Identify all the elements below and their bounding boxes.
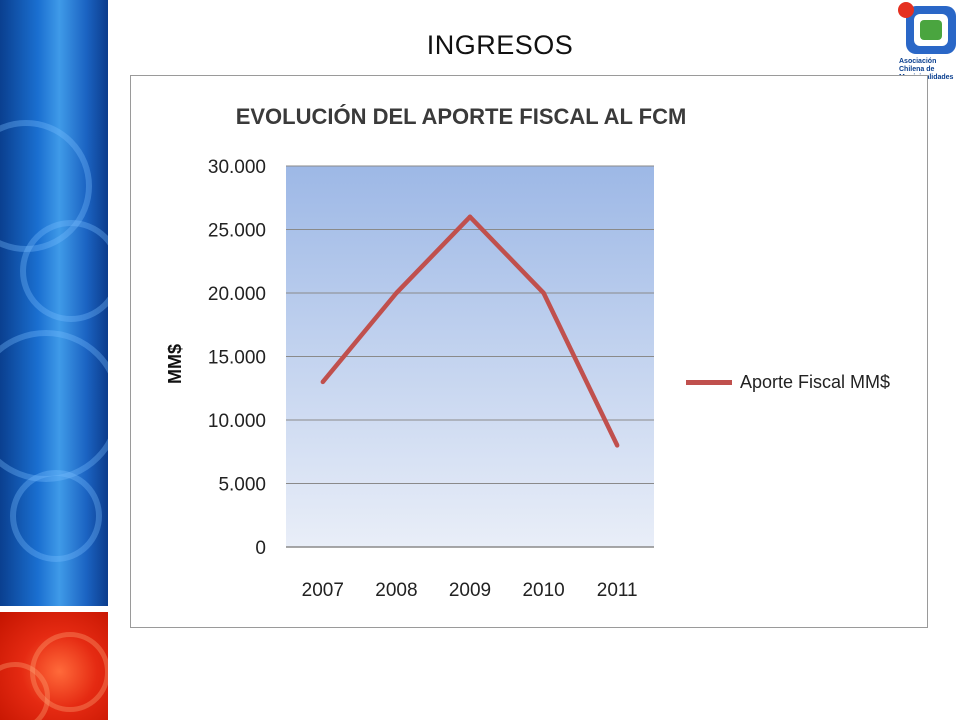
achm-logo-icon (892, 0, 960, 100)
y-tick-label: 25.000 (208, 221, 266, 242)
y-tick-label: 15.000 (208, 348, 266, 369)
chart-frame: EVOLUCIÓN DEL APORTE FISCAL AL FCM MM$ 0… (130, 75, 928, 628)
page-title: INGRESOS (426, 30, 574, 60)
y-tick-label: 20.000 (208, 284, 266, 305)
y-tick-label: 30.000 (208, 157, 266, 178)
data-point (615, 443, 620, 448)
x-tick-label: 2007 (302, 580, 344, 601)
data-point (394, 290, 399, 296)
x-tick-label: 2010 (522, 580, 564, 601)
legend-swatch (686, 380, 732, 385)
x-tick-label: 2011 (597, 580, 638, 601)
legend: Aporte Fiscal MM$ (686, 372, 890, 393)
x-tick-label: 2009 (449, 580, 491, 601)
x-tick-label: 2008 (375, 580, 417, 601)
y-tick-label: 10.000 (208, 411, 266, 432)
y-tick-label: 0 (255, 538, 266, 559)
chart-title: EVOLUCIÓN DEL APORTE FISCAL AL FCM (235, 104, 687, 129)
y-tick-label: 5.000 (218, 475, 266, 496)
legend-label: Aporte Fiscal MM$ (740, 372, 891, 392)
data-point (541, 290, 546, 296)
data-point (320, 379, 325, 385)
left-red-banner (0, 612, 108, 720)
data-point (467, 214, 473, 219)
line-chart: 0 5.000 10.000 15.000 20.000 25.000 30.000 200… (208, 157, 654, 601)
left-blue-banner (0, 0, 108, 606)
